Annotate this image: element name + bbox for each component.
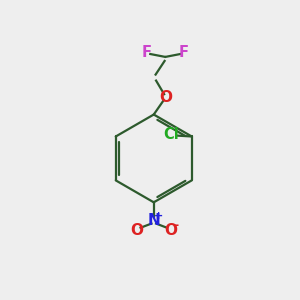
Text: O: O: [159, 90, 172, 105]
Text: N: N: [147, 213, 160, 228]
Text: F: F: [142, 45, 152, 60]
Text: Cl: Cl: [163, 128, 179, 142]
Text: +: +: [154, 211, 164, 221]
Text: O: O: [130, 223, 143, 238]
Text: -: -: [174, 219, 179, 232]
Text: O: O: [165, 223, 178, 238]
Text: F: F: [179, 45, 189, 60]
